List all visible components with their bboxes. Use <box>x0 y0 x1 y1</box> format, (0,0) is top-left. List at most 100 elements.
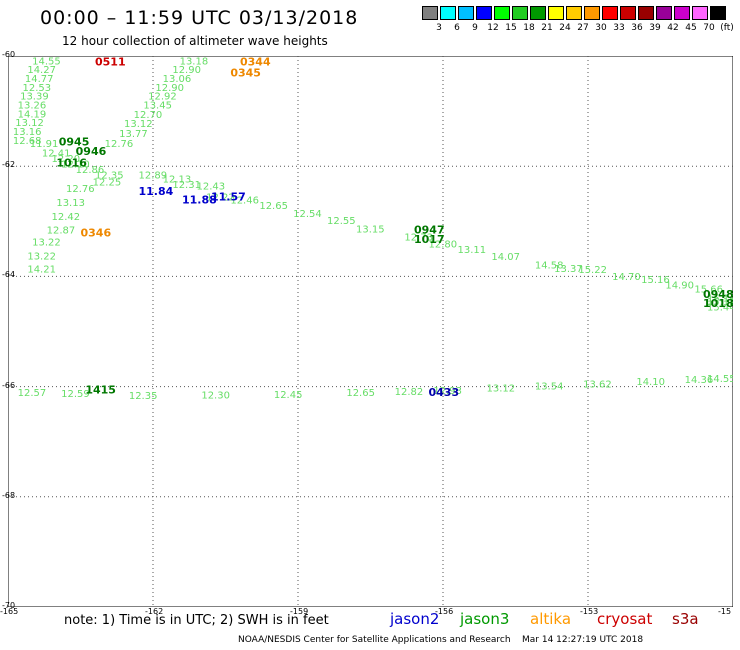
wave-height-reading: 13.13 <box>56 198 85 209</box>
pass-time-label: 0345 <box>230 67 261 80</box>
wave-height-reading: 13.11 <box>458 245 487 256</box>
wave-height-reading: 12.35 <box>95 170 124 181</box>
scale-label: 9 <box>472 23 478 33</box>
scale-label: 30 <box>595 23 607 33</box>
wave-height-reading: 13.77 <box>119 129 148 140</box>
wave-height-reading: 13.26 <box>18 100 47 111</box>
pass-time-label: 11.84 <box>139 185 174 198</box>
scale-label: 18 <box>523 23 535 33</box>
map-frame <box>8 56 733 607</box>
wave-height-reading: 14.07 <box>491 252 520 263</box>
wave-height-reading: 12.65 <box>259 201 288 212</box>
pass-time-label: 0946 <box>76 145 107 158</box>
scale-label: 3 <box>436 23 442 33</box>
wave-height-reading: 14.77 <box>25 74 54 85</box>
wave-height-reading: 12.30 <box>201 390 230 401</box>
legend-cryosat: cryosat <box>597 610 653 628</box>
scale-swatch <box>566 6 582 20</box>
wave-height-reading: 13.54 <box>535 381 564 392</box>
scale-label: 15 <box>505 23 517 33</box>
wave-height-reading: 12.20 <box>52 154 81 165</box>
legend-jason3: jason3 <box>460 610 510 628</box>
pass-time-label: 1017 <box>414 233 445 246</box>
wave-height-reading: 11.91 <box>30 139 59 150</box>
scale-swatch <box>602 6 618 20</box>
latitude-label: -62 <box>2 160 16 170</box>
wave-height-reading: 12.76 <box>105 139 134 150</box>
wave-height-reading: 12.68 <box>13 136 42 147</box>
wave-height-reading: 13.16 <box>13 127 42 138</box>
scale-swatch <box>494 6 510 20</box>
latitude-label: -68 <box>2 490 16 500</box>
latitude-label: -64 <box>2 270 16 280</box>
credit-line: NOAA/NESDIS Center for Satellite Applica… <box>238 635 644 645</box>
wave-height-reading: 15.44 <box>707 303 733 314</box>
wave-height-reading: 13.18 <box>180 56 209 67</box>
wave-height-reading: 14.55 <box>707 374 733 385</box>
wave-height-reading: 15.12 <box>707 297 733 308</box>
pass-time-label: 0511 <box>95 56 126 69</box>
pass-time-label: 1018 <box>703 297 733 310</box>
pass-time-label: 1016 <box>56 156 87 169</box>
map-grid <box>8 56 733 607</box>
units-note: note: 1) Time is in UTC; 2) SWH is in fe… <box>64 613 329 628</box>
wave-height-reading: 12.54 <box>293 209 322 220</box>
wave-height-reading: 13.12 <box>15 118 44 129</box>
longitude-label: -159 <box>290 607 309 616</box>
scale-label: 33 <box>613 23 625 33</box>
wave-height-reading: 12.70 <box>134 110 163 121</box>
legend-s3a: s3a <box>672 610 699 628</box>
wave-height-reading: 12.10 <box>61 159 90 170</box>
wave-height-reading: 12.35 <box>129 391 158 402</box>
legend-jason2: jason2 <box>390 610 440 628</box>
pass-time-label: 0947 <box>414 224 445 237</box>
pass-time-label: 11.88 <box>182 193 217 206</box>
scale-label: 39 <box>649 23 661 33</box>
latitude-label: -70 <box>2 601 16 610</box>
scale-swatch <box>674 6 690 20</box>
pass-time-label: 0945 <box>59 135 90 148</box>
wave-height-reading: 12.57 <box>18 388 47 399</box>
wave-height-reading: 12.82 <box>395 387 424 398</box>
wave-height-reading: 14.55 <box>32 56 61 67</box>
scale-swatch <box>692 6 708 20</box>
wave-height-reading: 12.80 <box>429 239 458 250</box>
longitude-label: -153 <box>580 607 599 616</box>
pass-time-label: 0433 <box>429 386 460 399</box>
map-title: 00:00 – 11:59 UTC 03/13/2018 <box>40 7 359 29</box>
wave-height-reading: 12.76 <box>66 184 95 195</box>
map-subtitle: 12 hour collection of altimeter wave hei… <box>62 34 328 48</box>
wave-height-reading: 14.70 <box>612 272 641 283</box>
wave-height-reading: 12.45 <box>274 390 303 401</box>
wave-height-reading: 14.21 <box>27 265 56 276</box>
latitude-label: -60 <box>2 50 16 59</box>
wave-height-reading: 12.87 <box>47 226 76 237</box>
scale-label: 36 <box>631 23 643 33</box>
wave-height-reading: 12.13 <box>163 174 192 185</box>
wave-height-reading: 14.36 <box>685 375 714 386</box>
wave-height-reading: 15.14 <box>707 293 733 304</box>
wave-height-reading: 13.06 <box>163 74 192 85</box>
wave-height-reading: 13.12 <box>124 119 153 130</box>
wave-height-map: 14.5514.2714.7712.5313.3913.2614.1913.12… <box>8 56 733 607</box>
wave-height-reading: 14.58 <box>535 260 564 271</box>
scale-swatch <box>422 6 438 20</box>
scale-swatch <box>476 6 492 20</box>
wave-height-reading: 15.66 <box>694 285 723 296</box>
wave-height-reading: 13.22 <box>27 251 56 262</box>
scale-swatch <box>584 6 600 20</box>
wave-height-reading: 13.12 <box>487 384 516 395</box>
scale-label: 27 <box>577 23 589 33</box>
latitude-label: -66 <box>2 380 16 390</box>
scale-swatch <box>530 6 546 20</box>
wave-height-reading: 12.41 <box>42 148 71 159</box>
scale-swatch <box>458 6 474 20</box>
wave-height-reading: 14.10 <box>636 377 665 388</box>
longitude-label: -15 <box>718 607 732 616</box>
scale-label: 6 <box>454 23 460 33</box>
pass-time-label: 0344 <box>240 56 271 69</box>
longitude-label: -162 <box>145 607 164 616</box>
scale-label: 21 <box>541 23 553 33</box>
scale-swatch <box>638 6 654 20</box>
